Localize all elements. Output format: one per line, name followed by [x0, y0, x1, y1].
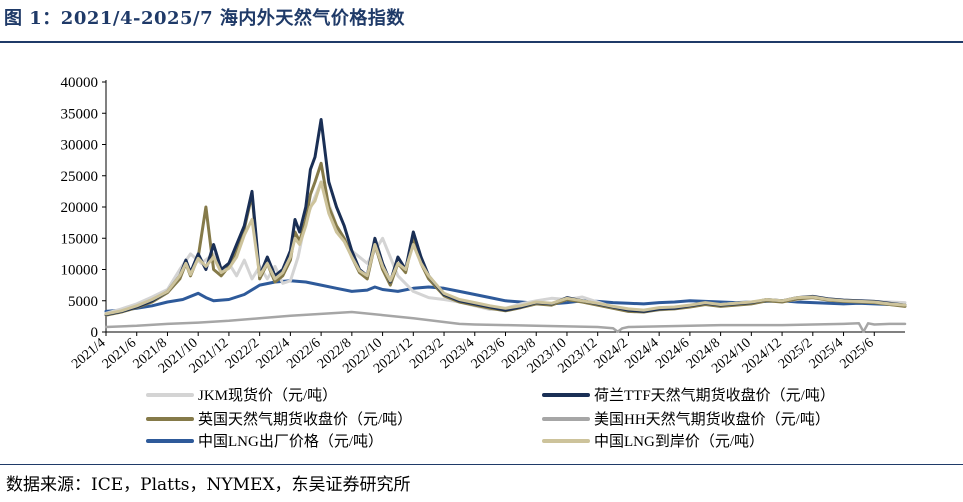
figure-title: 图 1：2021/4-2025/7 海内外天然气价格指数	[4, 8, 405, 29]
x-tick-label: 2025/2	[776, 336, 815, 372]
figure-header: 图 1：2021/4-2025/7 海内外天然气价格指数	[0, 0, 963, 44]
series-line-0	[104, 180, 907, 315]
x-tick-label: 2023/6	[469, 336, 508, 372]
line-chart: 0 5000 10000 15000 20000 25000 30000 35000 40000…	[61, 75, 907, 450]
legend-label: 荷兰TTF天然气期货收盘价（元/吨）	[594, 386, 835, 404]
y-tick-label: 5000	[68, 294, 98, 310]
source-divider	[0, 464, 963, 465]
x-tick-label: 2024/4	[622, 336, 661, 372]
legend: JKM现货价（元/吨） 荷兰TTF天然气期货收盘价（元/吨） 英国天然气期货收盘价（…	[146, 386, 835, 450]
x-tick-label: 2025/6	[837, 336, 876, 372]
y-tick-label: 0	[91, 325, 99, 341]
y-tick-label: 30000	[61, 138, 99, 154]
legend-label: 中国LNG出厂价格（元/吨）	[198, 433, 383, 450]
title-divider	[0, 41, 963, 43]
y-tick-label: 10000	[61, 263, 99, 279]
legend-label: JKM现货价（元/吨）	[198, 387, 337, 404]
source-note: 数据来源：ICE，Platts，NYMEX，东吴证券研究所	[6, 475, 411, 495]
y-tick-label: 40000	[61, 75, 99, 91]
series-line-2	[104, 161, 907, 317]
y-tick-label: 25000	[61, 169, 99, 185]
legend-label: 英国天然气期货收盘价（元/吨）	[198, 410, 412, 428]
x-tick-label: 2023/2	[407, 336, 446, 372]
series-group	[104, 118, 907, 333]
x-tick-label: 2022/4	[254, 336, 293, 372]
axes-group: 0 5000 10000 15000 20000 25000 30000 35000 40000…	[61, 75, 905, 377]
x-tick-label: 2022/6	[284, 336, 323, 372]
x-tick-label: 2024/6	[653, 336, 692, 372]
chart-area: 0 5000 10000 15000 20000 25000 30000 35000 40000…	[0, 44, 963, 458]
x-tick-label: 2021/4	[69, 336, 108, 372]
x-tick-label: 2022/2	[223, 336, 262, 372]
x-tick-label: 2024/2	[592, 336, 631, 372]
y-tick-label: 35000	[61, 106, 99, 122]
series-line-1	[104, 118, 907, 316]
legend-label: 中国LNG到岸价（元/吨）	[594, 433, 764, 450]
series-line-5	[104, 180, 907, 316]
x-tick-label: 2025/4	[807, 336, 846, 372]
x-tick-label: 2023/4	[438, 336, 477, 372]
y-tick-label: 15000	[61, 231, 99, 247]
x-tick-label: 2021/6	[100, 336, 139, 372]
legend-label: 美国HH天然气期货收盘价（元/吨）	[594, 410, 830, 428]
series-line-3	[104, 310, 907, 333]
y-tick-label: 20000	[61, 200, 99, 216]
